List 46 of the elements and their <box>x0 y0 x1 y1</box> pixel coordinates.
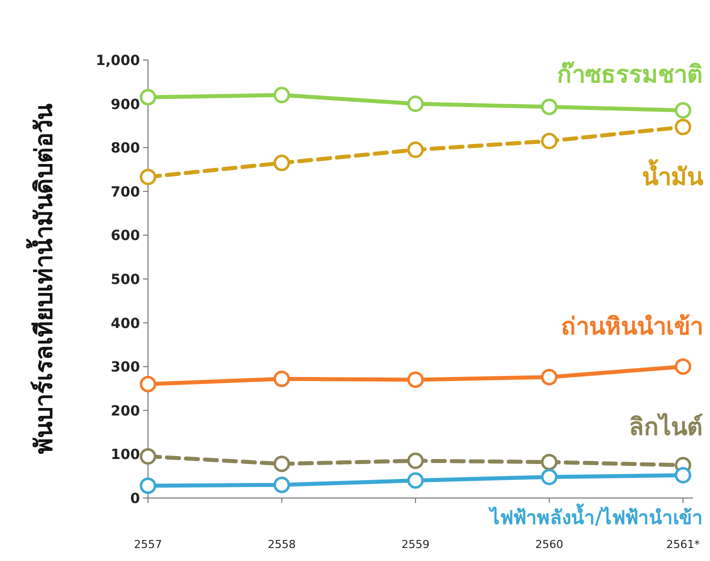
series-label: ลิกไนต์ <box>629 412 703 442</box>
point <box>541 132 558 150</box>
point <box>407 452 424 470</box>
point <box>140 88 156 106</box>
y-tick-label: 400 <box>110 316 140 332</box>
y-tick-label: 700 <box>110 184 140 200</box>
y-tick-label: 600 <box>110 228 140 244</box>
point <box>274 456 290 472</box>
point <box>140 477 156 494</box>
point <box>541 454 558 470</box>
point <box>674 102 692 119</box>
y-tick-label: 0 <box>130 491 140 507</box>
point <box>407 472 424 489</box>
point <box>274 86 290 104</box>
y-tick-label: 300 <box>110 360 140 376</box>
y-tick-label: 500 <box>110 272 140 288</box>
point <box>541 368 558 386</box>
point <box>140 448 156 465</box>
x-tick-label: 2559 <box>402 538 430 551</box>
x-tick-label: 2561* <box>666 538 700 551</box>
point <box>674 358 692 375</box>
series-label: ไฟฟ้าพลังน้ำ/ไฟฟ้านำเข้า <box>488 503 703 529</box>
point <box>407 96 424 112</box>
x-tick-label: 2557 <box>134 538 162 551</box>
point <box>140 376 156 392</box>
point <box>274 154 290 172</box>
series-label: ก๊าซธรรมชาติ <box>557 60 703 88</box>
y-tick-label: 900 <box>110 96 140 113</box>
point <box>541 468 558 486</box>
y-tick-label: 100 <box>110 447 140 464</box>
x-tick-label: 2558 <box>268 538 296 551</box>
point <box>674 118 692 136</box>
point <box>274 370 290 388</box>
point <box>140 168 156 186</box>
y-tick-label: 1,000 <box>96 53 140 69</box>
point <box>274 476 290 494</box>
point <box>674 466 692 484</box>
point <box>407 371 424 388</box>
point <box>407 142 424 158</box>
x-tick-label: 2560 <box>535 538 564 551</box>
y-axis-title: พันบาร์เรลเทียบเท่าน้ำมันดิบต่อวัน <box>25 103 58 454</box>
series-label: ถ่านหินนำเข้า <box>561 312 703 341</box>
y-tick-label: 800 <box>110 140 140 157</box>
series-label: น้ำมัน <box>642 158 704 192</box>
y-tick-label: 200 <box>110 403 140 420</box>
point <box>541 98 558 116</box>
